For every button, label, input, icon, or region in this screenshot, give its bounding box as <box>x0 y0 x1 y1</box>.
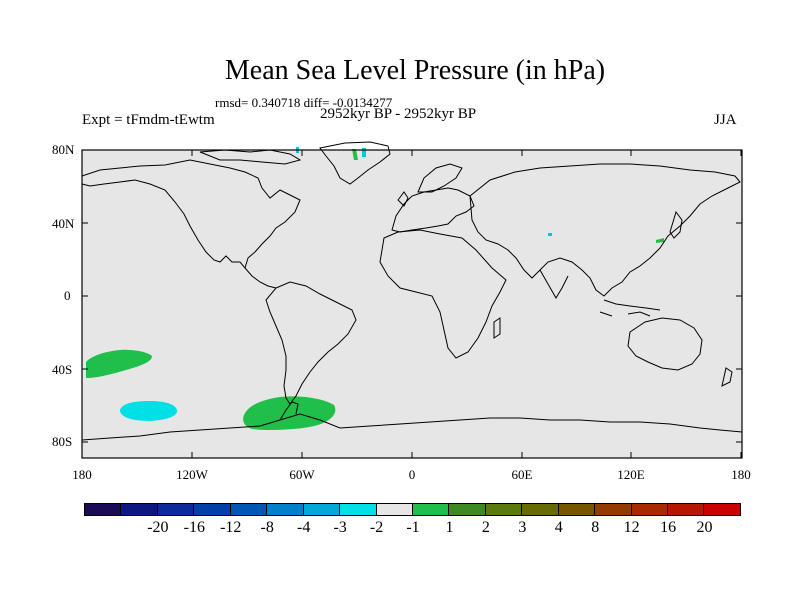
colorbar-box <box>703 503 741 516</box>
coast-asia <box>469 163 741 297</box>
coast-arctic-islands <box>199 149 302 165</box>
lat-label-40s: 40S <box>52 362 73 377</box>
colorbar-box <box>193 503 231 516</box>
anomaly-south-pacific-negative <box>120 401 178 421</box>
colorbar-box <box>448 503 486 516</box>
colorbar-box <box>229 503 268 516</box>
colorbar-label: 12 <box>623 519 640 536</box>
colorbar-box <box>120 503 158 516</box>
colorbar-box <box>630 503 668 516</box>
coast-south-america <box>265 281 357 405</box>
coast-africa <box>379 229 507 359</box>
colorbar-label: -2 <box>369 519 384 536</box>
coast-madagascar <box>493 317 501 339</box>
lat-label-80n: 80N <box>52 142 75 157</box>
season-label: JJA <box>714 112 737 128</box>
coast-antarctic-peninsula <box>279 401 299 421</box>
map-ocean <box>82 150 742 458</box>
lat-label-0: 0 <box>64 288 71 303</box>
colorbar-label: 1 <box>445 519 454 536</box>
colorbar-label: 16 <box>660 519 677 536</box>
anomaly-drake-passage-positive <box>243 396 336 430</box>
rmsd-diff-stats: rmsd= 0.340718 diff= -0.0134277 <box>215 95 393 110</box>
coast-antarctica <box>81 413 743 441</box>
coast-new-zealand <box>721 367 733 387</box>
colorbar-box <box>484 503 523 516</box>
coast-japan <box>669 210 683 239</box>
lon-label-120e: 120E <box>617 467 645 482</box>
colorbar-box <box>411 503 450 516</box>
anomaly-greenland-dots <box>352 149 358 160</box>
experiment-label: Expt = tFmdm-tEwtm <box>82 112 215 128</box>
coast-greenland <box>319 141 391 185</box>
anomaly-arabia-small <box>548 233 552 236</box>
colorbar-box <box>667 503 705 516</box>
lon-label-60e: 60E <box>511 467 533 482</box>
plot-title: Mean Sea Level Pressure (in hPa) <box>224 55 606 86</box>
colorbar-label: -12 <box>220 519 242 536</box>
colorbar-label: -20 <box>147 519 169 536</box>
lat-label-80s: 80S <box>52 434 73 449</box>
axis-ticks <box>81 149 742 458</box>
coast-britain <box>397 191 409 207</box>
lon-label-60w: 60W <box>289 467 315 482</box>
coastlines <box>81 141 743 441</box>
colorbar-box <box>557 503 596 516</box>
colorbar-box <box>266 503 304 516</box>
colorbar-label: -3 <box>333 519 347 536</box>
anomaly-pacific-small <box>656 238 664 243</box>
colorbar-box <box>375 503 413 516</box>
lon-label-0: 0 <box>408 467 416 482</box>
colorbar-box <box>156 503 195 516</box>
colorbar-label: -4 <box>296 519 311 536</box>
coast-north-america <box>81 159 301 270</box>
colorbar-label: -16 <box>183 519 205 536</box>
lon-label-180-right: 180 <box>731 467 751 482</box>
colorbar-label: 4 <box>554 519 563 536</box>
coast-india <box>539 269 569 299</box>
lon-label-120w: 120W <box>176 467 208 482</box>
coast-europe <box>391 187 475 233</box>
lon-label-180-left: 180 <box>72 467 92 482</box>
colorbar <box>84 503 741 516</box>
coast-australia <box>627 317 703 371</box>
colorbar-label: 3 <box>518 519 527 536</box>
colorbar-box <box>302 503 341 516</box>
colorbar-label: -8 <box>260 519 274 536</box>
coast-central-america <box>244 267 277 289</box>
anomaly-south-pacific-positive <box>86 349 152 378</box>
time-period: 2952kyr BP - 2952kyr BP <box>320 106 477 122</box>
coast-scandinavia <box>417 163 463 193</box>
colorbar-label: 20 <box>696 519 713 536</box>
coast-indonesia <box>599 299 661 317</box>
colorbar-box <box>339 503 377 516</box>
colorbar-labels: -20 -16 -12 -8 -4 -3 -2 -1 1 2 3 4 8 12 16 20 <box>85 519 741 539</box>
colorbar-label: -1 <box>406 519 420 536</box>
colorbar-box <box>521 503 559 516</box>
colorbar-label: 2 <box>481 519 490 536</box>
colorbar-box <box>594 503 632 516</box>
lat-label-40n: 40N <box>52 216 75 231</box>
colorbar-box <box>84 503 122 516</box>
colorbar-label: 8 <box>591 519 600 536</box>
